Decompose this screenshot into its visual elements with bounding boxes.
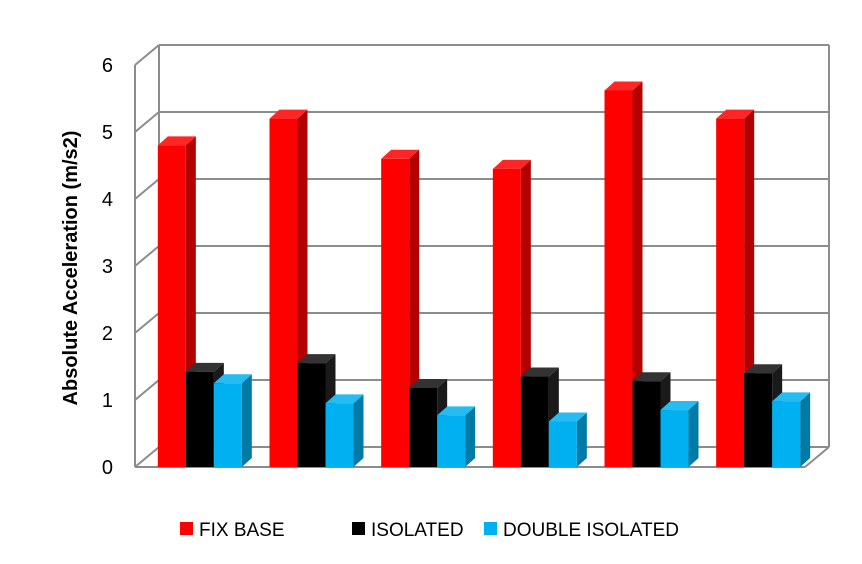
y-tick-label: 4 <box>102 189 113 211</box>
side-wall-gridline <box>134 178 160 200</box>
legend-swatch <box>352 522 365 535</box>
y-axis-label: Absolute Acceleration (m/s2) <box>60 131 82 406</box>
y-tick-label: 6 <box>102 55 113 77</box>
bar-double-isolated <box>660 401 699 467</box>
legend-label: FIX BASE <box>199 520 285 541</box>
bar-double-isolated <box>437 406 476 467</box>
legend-swatch <box>484 522 497 535</box>
side-wall-gridline <box>134 379 160 401</box>
floor-right-edge <box>804 446 830 468</box>
y-axis-ticks: 0 1 2 3 4 5 6 <box>102 55 113 479</box>
side-wall-gridline <box>134 446 160 468</box>
bar-double-isolated <box>772 392 811 467</box>
bar-double-isolated <box>213 374 252 467</box>
side-wall-gridline <box>134 312 160 334</box>
bar-double-isolated <box>325 394 364 467</box>
y-tick-label: 5 <box>102 122 113 144</box>
y-tick-label: 1 <box>102 390 113 412</box>
bar-isolated <box>520 367 559 467</box>
y-tick-label: 0 <box>102 457 113 479</box>
legend-label: DOUBLE ISOLATED <box>503 520 679 541</box>
legend: FIX BASE ISOLATED DOUBLE ISOLATED <box>180 520 679 541</box>
bar-fix-base <box>604 81 643 468</box>
side-wall-gridline <box>134 111 160 133</box>
legend-item: DOUBLE ISOLATED <box>484 520 679 541</box>
legend-label: ISOLATED <box>371 520 464 541</box>
bar-double-isolated <box>548 412 587 467</box>
y-tick-label: 3 <box>102 256 113 278</box>
bars <box>157 81 811 468</box>
side-wall-gridline <box>134 245 160 267</box>
legend-item: FIX BASE <box>180 520 285 541</box>
side-wall-gridline <box>134 44 160 66</box>
y-tick-label: 2 <box>102 323 113 345</box>
legend-swatch <box>180 522 193 535</box>
legend-item: ISOLATED <box>352 520 464 541</box>
